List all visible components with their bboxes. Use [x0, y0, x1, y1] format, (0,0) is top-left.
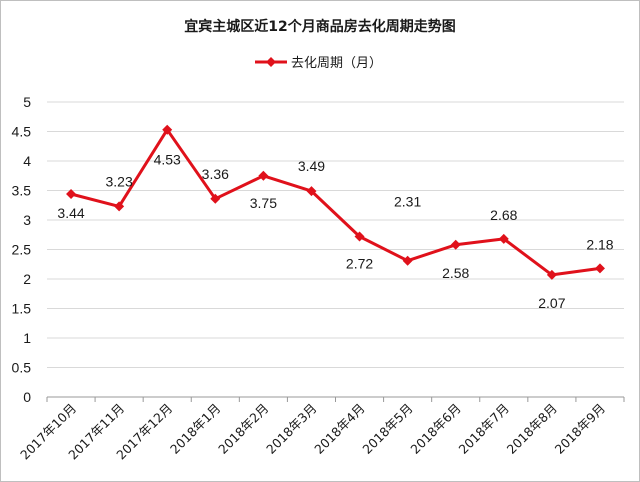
y-tick-label: 0.5: [12, 360, 32, 376]
x-tick-label: 2018年6月: [407, 401, 463, 457]
y-axis-ticks: 0 0.5 1 1.5 2 2.5 3 3.5 4 4.5 5: [12, 94, 32, 405]
legend-marker-icon: [266, 57, 276, 67]
data-label: 4.53: [154, 152, 181, 168]
legend: 去化周期（月）: [255, 56, 382, 71]
y-tick-label: 3.5: [12, 183, 32, 199]
x-axis: [46, 396, 625, 402]
data-label: 2.72: [346, 256, 373, 272]
data-point-marker: [594, 263, 605, 274]
x-tick-label: 2018年3月: [263, 401, 319, 457]
y-tick-label: 3: [23, 212, 31, 228]
data-point-marker: [114, 201, 125, 212]
y-tick-label: 5: [23, 94, 31, 110]
x-tick-label: 2018年8月: [504, 401, 560, 457]
x-axis-ticks: 2017年10月2017年11月2017年12月2018年1月2018年2月20…: [17, 401, 608, 463]
data-label: 3.36: [202, 166, 229, 182]
data-point-marker: [402, 255, 413, 266]
y-tick-label: 4: [23, 153, 31, 169]
series-line: [70, 128, 601, 277]
data-point-marker: [546, 269, 557, 280]
data-point-marker: [306, 186, 317, 197]
x-tick-label: 2018年4月: [311, 401, 367, 457]
x-tick-label: 2018年7月: [456, 401, 512, 457]
x-tick-label: 2018年5月: [359, 401, 415, 457]
data-label: 2.07: [538, 295, 565, 311]
data-label: 3.44: [57, 205, 84, 221]
data-label: 2.68: [490, 207, 517, 223]
y-tick-label: 2: [23, 271, 31, 287]
legend-label: 去化周期（月）: [291, 56, 382, 71]
x-tick-label: 2018年9月: [552, 401, 608, 457]
y-tick-label: 2.5: [12, 242, 32, 258]
data-label: 2.18: [586, 236, 613, 252]
x-tick-label: 2018年1月: [167, 401, 223, 457]
data-point-marker: [258, 170, 269, 181]
data-label: 2.58: [442, 265, 469, 281]
data-labels: 3.44 3.23 4.53 3.36 3.75 3.49 2.72 2.31 2.58 2.68…: [57, 152, 613, 311]
data-label: 3.23: [106, 173, 133, 189]
data-point-marker: [162, 124, 173, 135]
y-tick-label: 4.5: [12, 124, 32, 140]
data-series: [66, 124, 605, 280]
data-point-marker: [210, 193, 221, 204]
data-point-marker: [354, 231, 365, 242]
data-label: 3.49: [298, 158, 325, 174]
data-point-marker: [66, 189, 77, 200]
data-label: 3.75: [250, 195, 277, 211]
chart-title: 宜宾主城区近12个月商品房去化周期走势图: [184, 18, 455, 35]
data-label: 2.31: [394, 194, 421, 210]
x-tick-label: 2018年2月: [215, 401, 271, 457]
y-tick-label: 1: [23, 330, 31, 346]
data-point-marker: [450, 239, 461, 250]
y-tick-label: 0: [23, 389, 31, 405]
data-point-marker: [498, 233, 509, 244]
gridlines: [47, 101, 624, 368]
y-tick-label: 1.5: [12, 301, 32, 317]
